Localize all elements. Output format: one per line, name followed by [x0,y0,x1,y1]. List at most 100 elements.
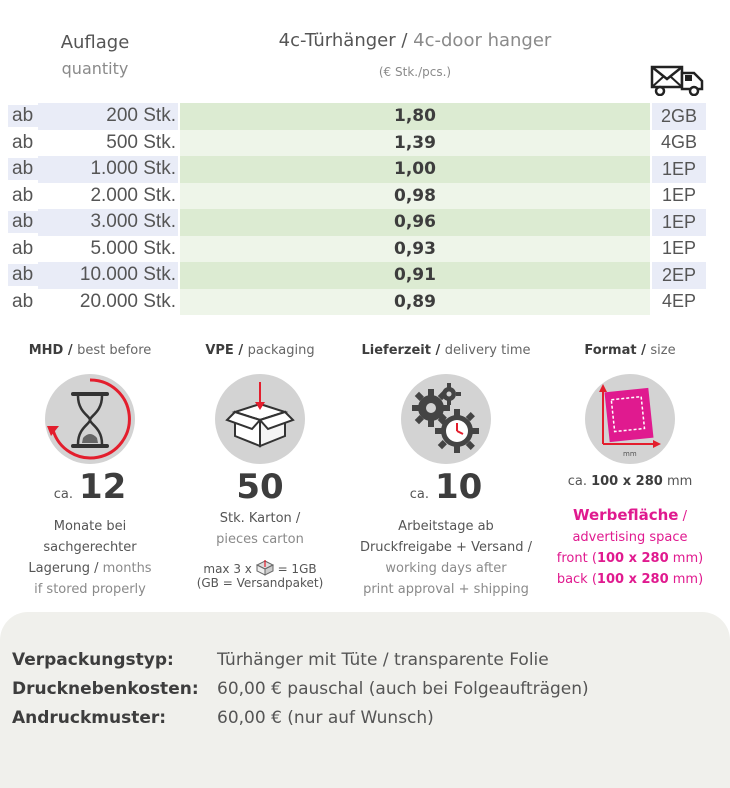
delivery-line2: Druckfreigabe + Versand / [359,540,533,555]
row-quantity: 200 Stk. [38,103,178,130]
product-title-en: 4c-door hanger [413,30,552,51]
table-row: ab 1.000 Stk. 1,00 1EP [8,156,708,183]
vpe-note-line1: max 3 x = 1GB [170,560,350,576]
row-shipping: 4GB [660,132,698,153]
row-ab: ab [12,131,34,153]
row-price: 0,98 [180,182,650,209]
row-shipping: 1EP [652,209,706,236]
product-title-de: 4c-Türhänger [278,30,396,51]
row-quantity: 3.000 Stk. [38,209,178,236]
mhd-line4: if stored properly [34,582,146,597]
quantity-header-en: quantity [61,59,129,78]
price-table: ab 200 Stk. 1,80 2GB ab 500 Stk. 1,39 4GB ab 1.00… [8,103,708,315]
delivery-heading: Lieferzeit / delivery time [361,343,531,358]
mhd-line3-en: months [102,561,152,576]
vpe-description: Stk. Karton / pieces carton [170,508,350,550]
table-row: ab 10.000 Stk. 0,91 2EP [8,262,708,289]
gears-clock-icon [401,374,491,464]
adv-back-unit: mm) [668,572,704,587]
adv-front-value: 100 x 280 [596,551,669,566]
row-ab: ab [12,290,34,312]
format-size-unit: mm [666,474,693,489]
adv-back-label: back ( [556,572,597,587]
mhd-column: MHD / best before ca. 12 Monate bei sachg… [0,343,180,600]
adv-back: back (100 x 280 mm) [540,569,720,590]
adv-en: advertising space [572,530,688,545]
mhd-heading: MHD / best before [28,343,152,358]
row-ab: ab [12,184,34,206]
vpe-note-b: = 1GB [277,562,317,576]
delivery-heading-de: Lieferzeit [361,343,431,358]
format-column: Format / size mm ca. 100 x 280 mm Werbef… [540,343,720,590]
detail-value: 60,00 € (nur auf Wunsch) [217,708,434,728]
format-size-value: 100 x 280 [591,474,663,489]
format-icon-label: mm [623,450,637,458]
adv-front: front (100 x 280 mm) [540,548,720,569]
row-price: 1,39 [180,129,650,156]
price-unit: (€ Stk./pcs.) [378,65,452,79]
vpe-column: VPE / packaging 50 Stk. Karton / pieces … [170,343,350,590]
vpe-heading-en: packaging [247,343,315,358]
detail-label: Drucknebenkosten: [12,679,199,699]
mhd-line1: Monate bei [53,519,127,534]
box-icon [215,374,305,464]
table-row: ab 3.000 Stk. 0,96 1EP [8,209,708,236]
product-title: 4c-Türhänger / 4c-door hanger [190,30,640,51]
row-shipping: 4EP [661,291,697,312]
vpe-line1: Stk. Karton / [219,511,301,526]
delivery-line3: working days after [385,561,507,576]
detail-row-proof: Andruckmuster: 60,00 € (nur auf Wunsch) [12,708,434,728]
table-row: ab 200 Stk. 1,80 2GB [8,103,708,130]
mhd-heading-de: MHD [28,343,64,358]
detail-label: Verpackungstyp: [12,650,174,670]
vpe-note: max 3 x = 1GB (GB = Versandpaket) [170,560,350,590]
adv-front-unit: mm) [668,551,704,566]
vpe-heading: VPE / packaging [205,343,315,358]
mhd-line3: Lagerung / months [28,561,152,576]
mhd-number: ca. 12 [0,468,180,514]
table-row: ab 2.000 Stk. 0,98 1EP [8,182,708,209]
product-header: 4c-Türhänger / 4c-door hanger (€ Stk./pc… [190,30,640,79]
format-heading-en: size [650,343,676,358]
vpe-note-line2: (GB = Versandpaket) [196,576,324,590]
row-shipping: 1EP [652,156,706,183]
detail-row-costs: Drucknebenkosten: 60,00 € pauschal (auch … [12,679,589,699]
table-row: ab 500 Stk. 1,39 4GB [8,129,708,156]
product-title-sep: / [395,30,414,51]
row-ab: ab [8,158,38,181]
advertising-space: Werbefläche / advertising space front (1… [540,505,720,590]
format-size-prefix: ca. [567,474,587,489]
delivery-line1: Arbeitstage ab [398,519,494,534]
row-quantity: 1.000 Stk. [38,156,178,183]
row-ab: ab [12,237,34,259]
vpe-heading-de: VPE [205,343,234,358]
quantity-header: Auflage quantity [40,32,150,78]
mhd-value: 12 [78,467,127,507]
format-heading: Format / size [584,343,676,358]
row-price: 0,89 [180,288,650,315]
format-sheet-icon: mm [585,374,675,464]
delivery-ca: ca. [409,487,429,502]
mhd-description: Monate bei sachgerechter Lagerung / mont… [0,516,180,600]
vpe-number: 50 [236,467,284,507]
row-shipping: 2EP [652,262,706,289]
adv-front-label: front ( [556,551,597,566]
row-price: 0,91 [180,262,650,289]
vpe-note-a: max 3 x [203,562,252,576]
row-ab: ab [8,211,38,234]
table-row: ab 20.000 Stk. 0,89 4EP [8,288,708,315]
format-heading-de: Format [584,343,637,358]
cube-icon [255,560,274,576]
table-row: ab 5.000 Stk. 0,93 1EP [8,235,708,262]
format-size: ca. 100 x 280 mm [540,474,720,489]
row-ab: ab [8,264,38,287]
quantity-header-de: Auflage [60,32,130,53]
mhd-ca: ca. [53,487,73,502]
row-quantity: 2.000 Stk. [90,184,176,206]
row-price: 1,80 [180,103,650,130]
detail-value: Türhänger mit Tüte / transparente Folie [217,650,549,670]
row-shipping: 2GB [652,103,706,130]
row-ab: ab [8,105,38,128]
detail-label: Andruckmuster: [12,708,167,728]
delivery-description: Arbeitstage ab Druckfreigabe + Versand /… [356,516,536,600]
